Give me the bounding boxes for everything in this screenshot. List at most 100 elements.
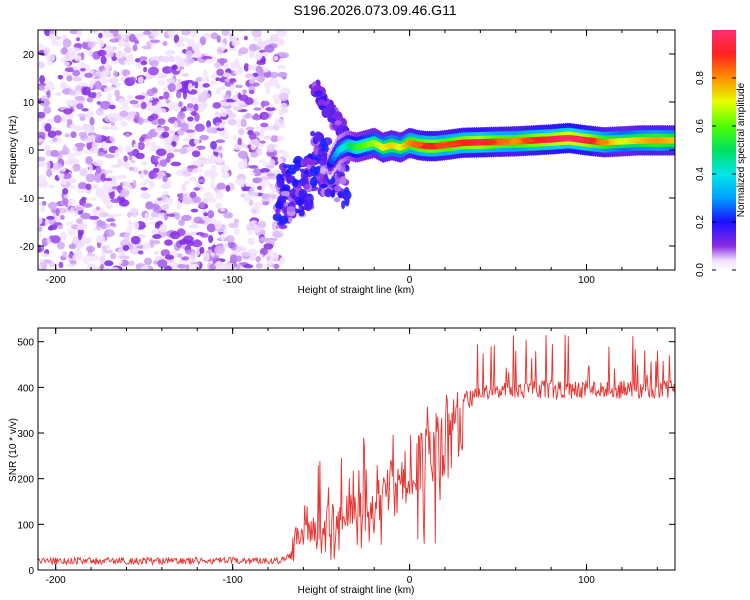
noise-blob bbox=[73, 125, 84, 131]
noise-blob bbox=[88, 164, 93, 173]
noise-blob bbox=[163, 212, 169, 221]
noise-blob bbox=[214, 220, 223, 230]
noise-blob bbox=[140, 169, 145, 179]
noise-blob bbox=[247, 229, 254, 236]
noise-blob bbox=[237, 150, 249, 159]
colorbar-tick-label: 0.4 bbox=[695, 167, 706, 181]
noise-blob bbox=[129, 111, 137, 116]
noise-blob bbox=[150, 141, 157, 147]
noise-blob bbox=[78, 131, 87, 138]
noise-blob bbox=[82, 41, 87, 50]
noise-blob bbox=[254, 201, 263, 209]
noise-blob bbox=[215, 139, 226, 144]
noise-blob bbox=[216, 87, 221, 96]
noise-blob bbox=[228, 222, 239, 229]
noise-blob bbox=[192, 196, 202, 204]
noise-blob bbox=[44, 218, 49, 228]
ridge-peak bbox=[434, 143, 449, 148]
transition-blob bbox=[340, 163, 346, 174]
noise-blob bbox=[171, 140, 177, 147]
noise-blob bbox=[119, 110, 129, 117]
noise-blob bbox=[229, 254, 238, 264]
noise-blob bbox=[248, 165, 259, 169]
noise-blob bbox=[266, 194, 276, 201]
noise-blob bbox=[94, 80, 102, 90]
noise-blob bbox=[181, 183, 187, 192]
noise-blob bbox=[123, 233, 130, 243]
noise-blob bbox=[272, 94, 279, 100]
noise-blob bbox=[209, 218, 217, 225]
noise-blob bbox=[257, 177, 263, 183]
noise-blob bbox=[195, 159, 204, 164]
noise-blob bbox=[43, 259, 52, 264]
noise-blob bbox=[122, 244, 130, 252]
noise-blob bbox=[201, 78, 210, 82]
noise-blob bbox=[182, 196, 192, 205]
noise-blob bbox=[38, 160, 46, 168]
ridge-peak bbox=[545, 137, 560, 142]
noise-blob bbox=[280, 102, 288, 111]
noise-blob bbox=[103, 177, 113, 182]
noise-blob bbox=[100, 126, 111, 130]
noise-blob bbox=[100, 55, 107, 65]
noise-blob bbox=[266, 125, 276, 131]
noise-blob bbox=[140, 192, 151, 200]
noise-blob bbox=[42, 200, 47, 206]
transition-blob bbox=[305, 195, 312, 203]
noise-blob bbox=[89, 80, 94, 90]
noise-blob bbox=[181, 256, 190, 261]
ridge-peak bbox=[409, 142, 424, 147]
noise-blob bbox=[51, 208, 56, 214]
noise-blob bbox=[238, 246, 248, 252]
noise-blob bbox=[40, 98, 51, 107]
noise-blob bbox=[232, 105, 243, 111]
noise-blob bbox=[60, 178, 67, 185]
noise-blob bbox=[190, 208, 199, 213]
noise-blob bbox=[176, 253, 183, 258]
noise-blob bbox=[212, 102, 222, 109]
colorbar-tick-label: 0.8 bbox=[695, 71, 706, 85]
noise-blob bbox=[153, 199, 163, 205]
noise-blob bbox=[68, 89, 77, 96]
noise-blob bbox=[199, 36, 207, 46]
noise-blob bbox=[198, 92, 209, 102]
spectrogram-xtick-label: 100 bbox=[578, 275, 595, 286]
noise-blob bbox=[134, 95, 146, 100]
noise-blob bbox=[70, 184, 76, 190]
transition-blob bbox=[313, 145, 320, 156]
snr-series-line bbox=[38, 334, 675, 566]
noise-blob bbox=[248, 191, 259, 198]
noise-blob bbox=[153, 260, 158, 265]
noise-blob bbox=[268, 175, 278, 180]
noise-blob bbox=[272, 253, 280, 260]
transition-blob bbox=[339, 176, 347, 185]
noise-blob bbox=[275, 30, 284, 33]
noise-blob bbox=[72, 76, 82, 82]
noise-blob bbox=[251, 77, 260, 81]
noise-blob bbox=[44, 123, 52, 132]
noise-blob bbox=[82, 123, 93, 133]
noise-blob bbox=[220, 163, 230, 173]
noise-blob bbox=[190, 111, 197, 117]
noise-blob bbox=[236, 255, 242, 262]
noise-blob bbox=[118, 39, 125, 47]
noise-blob bbox=[141, 45, 152, 50]
noise-blob bbox=[220, 207, 226, 212]
noise-blob bbox=[93, 183, 99, 190]
transition-blob bbox=[275, 207, 280, 217]
noise-blob bbox=[103, 188, 114, 193]
noise-blob bbox=[132, 103, 143, 108]
noise-blob bbox=[171, 64, 178, 71]
noise-blob bbox=[38, 156, 46, 162]
noise-blob bbox=[215, 202, 223, 210]
noise-blob bbox=[47, 226, 53, 231]
noise-blob bbox=[48, 184, 55, 189]
noise-blob bbox=[227, 112, 237, 119]
noise-blob bbox=[219, 122, 224, 129]
snr-ytick-label: 100 bbox=[17, 520, 34, 531]
noise-blob bbox=[110, 252, 117, 260]
snr-ytick-label: 0 bbox=[28, 566, 34, 577]
noise-blob bbox=[259, 236, 268, 243]
noise-blob bbox=[223, 212, 234, 219]
noise-blob bbox=[118, 98, 125, 105]
